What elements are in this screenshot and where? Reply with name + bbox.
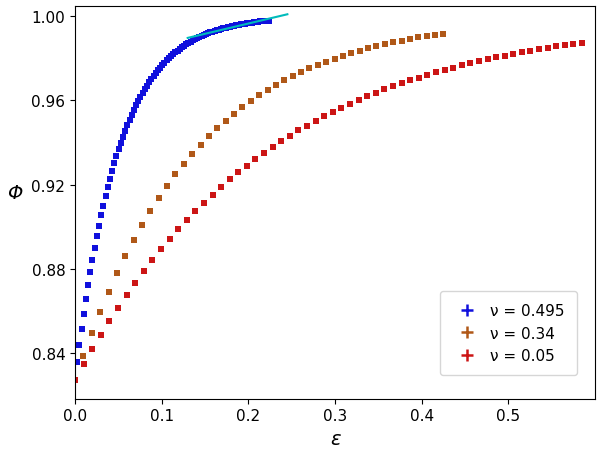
ν = 0.05 — [389, 84, 397, 90]
ν = 0.34 — [72, 378, 79, 383]
ν = 0.495 — [257, 20, 264, 25]
ν = 0.34 — [96, 309, 104, 315]
ν = 0.34 — [389, 40, 397, 46]
ν = 0.34 — [381, 42, 388, 48]
ν = 0.34 — [113, 271, 120, 277]
ν = 0.34 — [138, 223, 146, 228]
ν = 0.34 — [314, 63, 321, 68]
ν = 0.34 — [214, 126, 221, 131]
ν = 0.495 — [98, 213, 105, 218]
ν = 0.34 — [281, 79, 288, 84]
ν = 0.34 — [247, 99, 255, 104]
ν = 0.495 — [130, 108, 137, 113]
Line: ν = 0.05: ν = 0.05 — [72, 41, 585, 383]
ν = 0.34 — [264, 88, 271, 93]
ν = 0.495 — [237, 23, 244, 28]
ν = 0.495 — [72, 378, 79, 383]
ν = 0.34 — [164, 184, 171, 189]
ν = 0.34 — [348, 51, 355, 57]
ν = 0.495 — [233, 24, 240, 29]
ν = 0.34 — [406, 37, 414, 43]
ν = 0.34 — [222, 118, 229, 124]
ν = 0.34 — [306, 66, 313, 72]
Line: ν = 0.495: ν = 0.495 — [72, 19, 272, 383]
ν = 0.495 — [265, 19, 273, 24]
Y-axis label: Φ: Φ — [7, 184, 22, 203]
ν = 0.34 — [105, 289, 112, 295]
ν = 0.05 — [243, 163, 250, 169]
ν = 0.05 — [235, 170, 242, 176]
ν = 0.34 — [356, 49, 363, 54]
ν = 0.34 — [205, 134, 213, 140]
ν = 0.34 — [272, 83, 279, 89]
ν = 0.05 — [217, 185, 225, 190]
ν = 0.34 — [172, 172, 179, 178]
ν = 0.34 — [122, 254, 129, 259]
ν = 0.34 — [323, 60, 330, 65]
Legend: ν = 0.495, ν = 0.34, ν = 0.05: ν = 0.495, ν = 0.34, ν = 0.05 — [440, 291, 577, 375]
ν = 0.34 — [297, 70, 305, 76]
ν = 0.34 — [188, 152, 196, 157]
ν = 0.05 — [72, 378, 79, 383]
ν = 0.34 — [415, 35, 422, 41]
ν = 0.34 — [80, 354, 87, 359]
ν = 0.34 — [239, 105, 246, 111]
ν = 0.05 — [200, 201, 208, 206]
Line: ν = 0.34: ν = 0.34 — [72, 32, 446, 383]
ν = 0.05 — [579, 41, 586, 46]
ν = 0.34 — [256, 93, 263, 99]
ν = 0.34 — [231, 111, 238, 117]
X-axis label: ε: ε — [330, 429, 340, 448]
ν = 0.34 — [88, 331, 95, 336]
ν = 0.34 — [155, 196, 163, 201]
ν = 0.34 — [197, 142, 204, 148]
ν = 0.34 — [440, 32, 447, 37]
ν = 0.34 — [373, 45, 380, 50]
ν = 0.34 — [432, 33, 439, 38]
ν = 0.34 — [147, 209, 154, 214]
ν = 0.34 — [364, 46, 371, 52]
ν = 0.34 — [423, 34, 430, 40]
ν = 0.34 — [130, 238, 137, 243]
ν = 0.34 — [289, 74, 296, 80]
ν = 0.34 — [180, 162, 187, 167]
ν = 0.34 — [340, 54, 347, 59]
ν = 0.495 — [206, 30, 214, 36]
ν = 0.05 — [157, 247, 164, 253]
ν = 0.34 — [398, 39, 405, 44]
ν = 0.34 — [331, 57, 338, 62]
